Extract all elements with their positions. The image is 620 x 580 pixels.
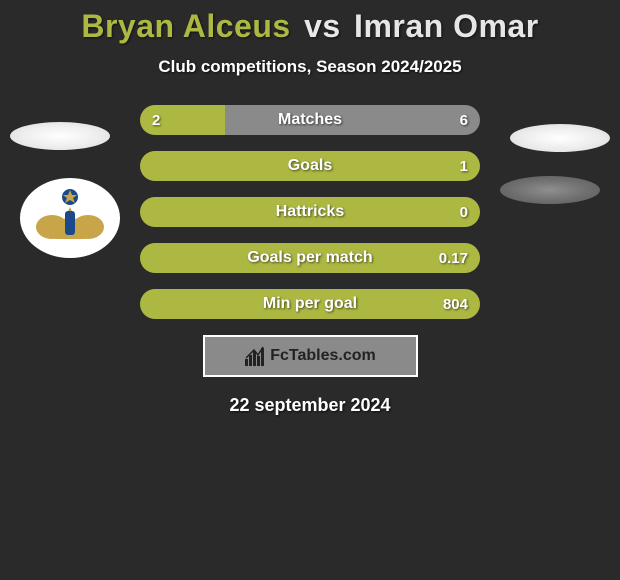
footer-date: 22 september 2024 <box>0 395 620 416</box>
player1-avatar-icon <box>10 122 110 150</box>
player2-avatar-icon <box>510 124 610 152</box>
stat-label: Matches <box>140 105 480 135</box>
stat-value-player1: 2 <box>152 105 160 135</box>
vs-text: vs <box>300 8 345 44</box>
stat-value-player2: 1 <box>460 151 468 181</box>
player2-club-avatar-icon <box>500 176 600 204</box>
stat-label: Min per goal <box>140 289 480 319</box>
stat-label: Hattricks <box>140 197 480 227</box>
stat-value-player2: 6 <box>460 105 468 135</box>
stats-bar-list: Matches2 6 Goals1 Hattricks0 Goals per match… <box>140 105 480 319</box>
player1-name: Bryan Alceus <box>81 8 290 44</box>
player1-club-badge-icon <box>20 178 120 258</box>
stat-row: Goals1 <box>140 151 480 181</box>
stat-value-player2: 804 <box>443 289 468 319</box>
fctables-logo[interactable]: FcTables.com <box>203 335 418 377</box>
page-title: Bryan Alceus vs Imran Omar <box>0 8 620 45</box>
footer-logo-text: FcTables.com <box>270 347 376 365</box>
stat-label: Goals <box>140 151 480 181</box>
stat-row: Hattricks0 <box>140 197 480 227</box>
stat-row: Goals per match0.17 <box>140 243 480 273</box>
comparison-container: Bryan Alceus vs Imran Omar Club competit… <box>0 0 620 580</box>
stat-value-player2: 0 <box>460 197 468 227</box>
stat-value-player2: 0.17 <box>439 243 468 273</box>
subtitle: Club competitions, Season 2024/2025 <box>0 57 620 77</box>
stat-row: Matches2 6 <box>140 105 480 135</box>
stat-row: Min per goal804 <box>140 289 480 319</box>
stat-label: Goals per match <box>140 243 480 273</box>
player2-name: Imran Omar <box>354 8 539 44</box>
